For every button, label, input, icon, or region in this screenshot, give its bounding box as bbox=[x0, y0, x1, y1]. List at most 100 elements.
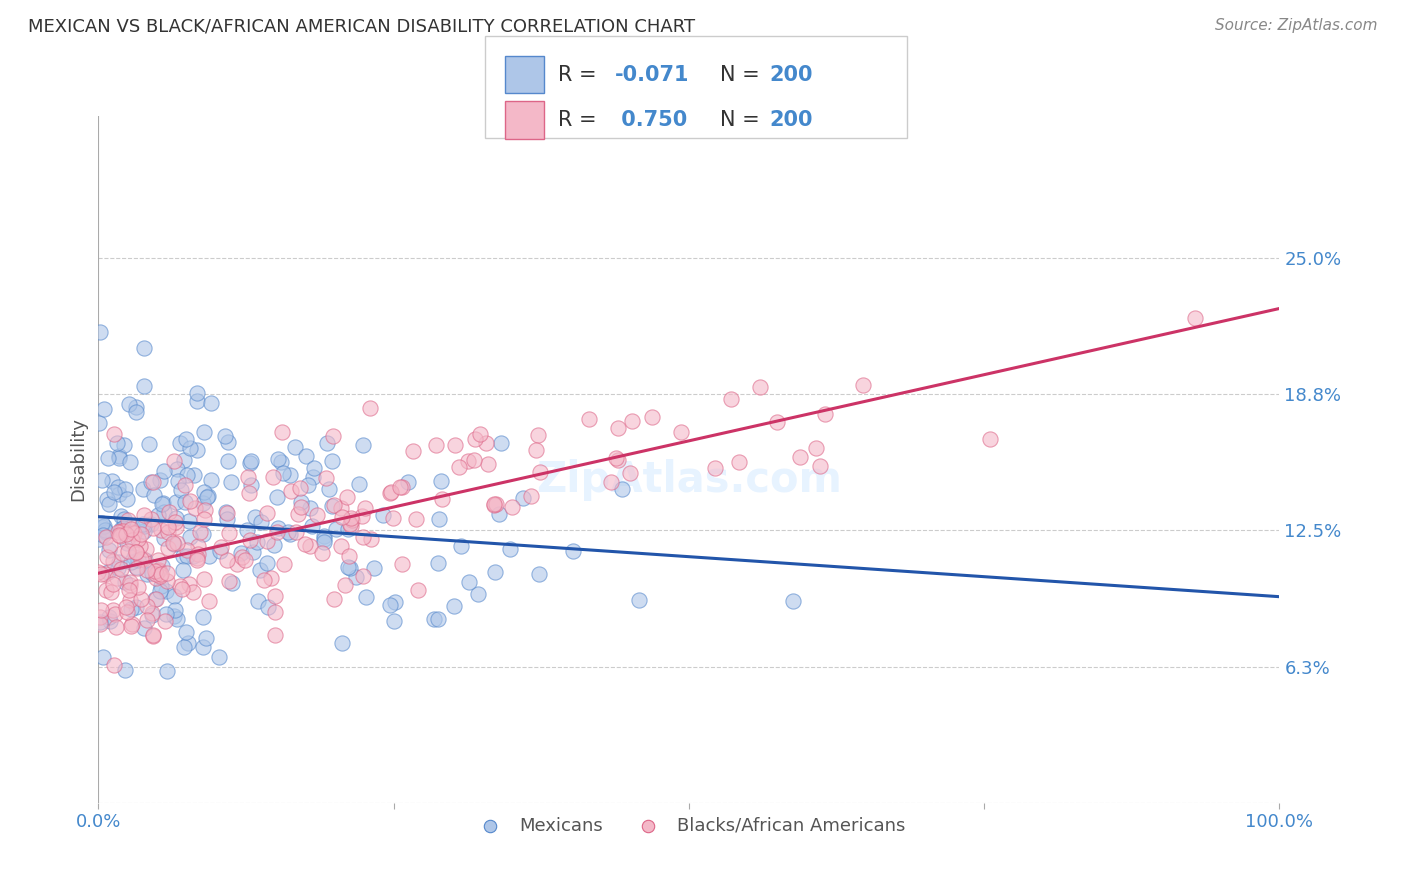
Point bbox=[103, 658, 125, 673]
Point bbox=[145, 571, 167, 585]
Point bbox=[149, 583, 172, 598]
Point bbox=[482, 498, 505, 512]
Point bbox=[295, 449, 318, 463]
Point bbox=[135, 542, 157, 557]
Point bbox=[236, 470, 259, 484]
Point bbox=[135, 563, 157, 577]
Point bbox=[217, 435, 239, 450]
Point bbox=[97, 497, 120, 511]
Point bbox=[142, 475, 165, 489]
Point bbox=[195, 491, 218, 505]
Point bbox=[284, 440, 307, 454]
Point bbox=[208, 650, 231, 665]
Point bbox=[246, 534, 269, 549]
Point bbox=[89, 616, 111, 631]
Point bbox=[280, 527, 302, 541]
Point bbox=[671, 425, 693, 440]
Point bbox=[430, 491, 453, 506]
Point bbox=[152, 496, 174, 510]
Point bbox=[108, 528, 131, 542]
Point bbox=[163, 454, 186, 468]
Point bbox=[529, 567, 551, 582]
Point bbox=[350, 509, 373, 524]
Point bbox=[266, 490, 288, 504]
Point bbox=[114, 482, 136, 496]
Point bbox=[720, 392, 742, 406]
Point bbox=[221, 576, 243, 591]
Point bbox=[90, 516, 112, 531]
Text: ZipAtlas.com: ZipAtlas.com bbox=[536, 459, 842, 501]
Point bbox=[512, 491, 534, 506]
Point bbox=[98, 609, 121, 624]
Point bbox=[391, 480, 413, 494]
Point bbox=[110, 562, 132, 576]
Text: -0.071: -0.071 bbox=[614, 64, 689, 85]
Point bbox=[322, 429, 344, 443]
Point bbox=[382, 615, 405, 629]
Point bbox=[242, 545, 264, 559]
Point bbox=[804, 441, 827, 455]
Point bbox=[152, 464, 174, 478]
Point bbox=[349, 477, 371, 491]
Point bbox=[89, 615, 111, 630]
Point bbox=[97, 565, 120, 579]
Point bbox=[166, 462, 188, 476]
Point bbox=[728, 455, 751, 469]
Point bbox=[105, 436, 128, 450]
Point bbox=[256, 599, 278, 614]
Point bbox=[218, 574, 240, 588]
Point bbox=[120, 555, 142, 569]
Point bbox=[179, 494, 201, 508]
Point bbox=[114, 600, 136, 615]
Point bbox=[93, 402, 115, 417]
Point bbox=[107, 524, 129, 539]
Point bbox=[89, 609, 111, 624]
Point bbox=[156, 519, 179, 533]
Point bbox=[191, 609, 214, 624]
Point bbox=[501, 500, 523, 515]
Point bbox=[89, 566, 111, 581]
Point bbox=[163, 589, 186, 603]
Point bbox=[302, 470, 325, 484]
Point bbox=[263, 538, 285, 552]
Point bbox=[427, 556, 450, 570]
Point bbox=[193, 425, 215, 439]
Point bbox=[384, 595, 406, 609]
Point bbox=[340, 513, 363, 527]
Point bbox=[443, 599, 465, 613]
Point bbox=[118, 578, 141, 592]
Point bbox=[174, 478, 197, 492]
Point bbox=[267, 520, 290, 534]
Point bbox=[129, 526, 152, 541]
Point bbox=[177, 636, 200, 650]
Point bbox=[153, 531, 176, 545]
Point bbox=[89, 417, 111, 431]
Point bbox=[197, 489, 219, 503]
Point bbox=[529, 465, 551, 479]
Legend: Mexicans, Blacks/African Americans: Mexicans, Blacks/African Americans bbox=[465, 809, 912, 842]
Point bbox=[134, 524, 156, 539]
Point bbox=[105, 571, 128, 585]
Point bbox=[145, 591, 167, 606]
Point bbox=[238, 485, 260, 500]
Point bbox=[150, 523, 173, 537]
Point bbox=[457, 575, 479, 590]
Point bbox=[402, 444, 425, 458]
Point bbox=[118, 574, 141, 589]
Point bbox=[149, 569, 172, 583]
Point bbox=[193, 572, 215, 586]
Point bbox=[121, 617, 143, 632]
Point bbox=[174, 624, 197, 639]
Point bbox=[134, 341, 156, 355]
Point bbox=[118, 455, 141, 469]
Point bbox=[200, 473, 222, 487]
Point bbox=[134, 621, 156, 635]
Point bbox=[246, 594, 269, 608]
Point bbox=[114, 663, 136, 677]
Point bbox=[90, 603, 112, 617]
Point bbox=[468, 426, 491, 441]
Point bbox=[381, 511, 404, 525]
Point bbox=[271, 466, 294, 480]
Point bbox=[112, 438, 135, 452]
Point bbox=[380, 485, 402, 500]
